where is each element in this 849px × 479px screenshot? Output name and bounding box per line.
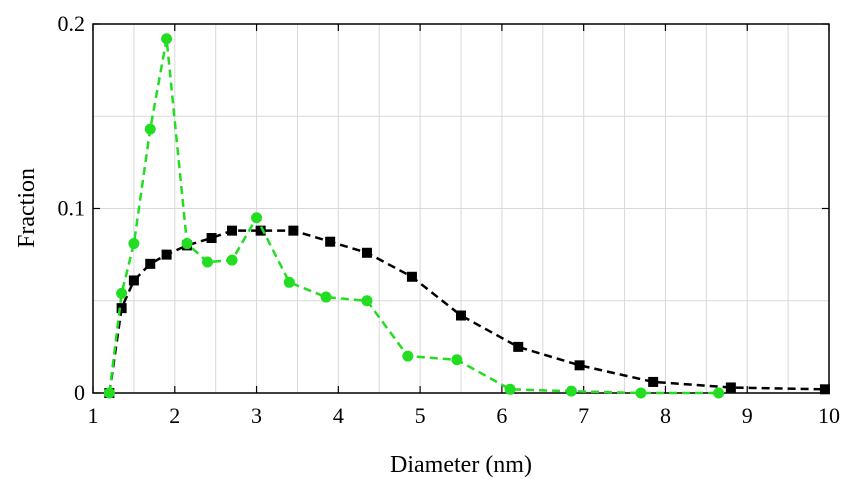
data-point-square [227, 225, 238, 236]
data-point-square [145, 258, 156, 269]
data-point-square [456, 310, 466, 321]
data-point-square [648, 376, 659, 387]
x-tick-label: 5 [415, 403, 426, 428]
data-point-circle [144, 123, 156, 135]
data-point-square [725, 382, 736, 393]
data-point-square [574, 360, 585, 371]
data-point-square [128, 275, 139, 286]
data-point-square [361, 247, 372, 258]
data-point-circle [451, 354, 463, 366]
data-point-circle [283, 276, 295, 288]
x-tick-label: 7 [578, 403, 589, 428]
series-group [103, 33, 830, 399]
x-tick-label: 2 [169, 403, 180, 428]
data-point-square [161, 249, 172, 260]
data-point-square [819, 384, 830, 395]
data-point-circle [713, 387, 725, 399]
x-tick-label: 6 [496, 403, 507, 428]
data-point-circle [161, 33, 173, 45]
data-point-circle [201, 256, 213, 268]
x-axis-label: Diameter (nm) [390, 452, 532, 478]
data-point-circle [128, 238, 140, 250]
gridlines [92, 23, 830, 394]
data-point-circle [504, 383, 516, 395]
y-axis-label: Fraction [14, 168, 40, 248]
y-tick-label: 0 [74, 380, 85, 405]
data-point-circle [226, 254, 238, 266]
x-tick-label: 10 [818, 403, 840, 428]
tick-labels: 1 2 3 4 5 6 7 8 9 10 0 0.1 0.2 [58, 11, 841, 428]
data-point-square [288, 225, 299, 236]
data-point-square [255, 225, 266, 236]
data-point-circle [181, 238, 193, 250]
x-tick-label: 8 [660, 403, 671, 428]
data-point-circle [565, 385, 577, 397]
data-point-circle [320, 291, 332, 303]
data-point-circle [402, 350, 414, 362]
data-point-square [206, 233, 217, 244]
data-point-circle [635, 387, 647, 399]
data-point-square [406, 271, 417, 282]
x-tick-label: 1 [88, 403, 99, 428]
data-point-square [513, 341, 524, 352]
y-tick-label: 0.2 [58, 11, 86, 36]
x-tick-label: 4 [333, 403, 344, 428]
y-tick-label: 0.1 [58, 196, 86, 221]
data-point-circle [361, 295, 373, 307]
data-point-square [116, 303, 127, 314]
x-tick-label: 3 [251, 403, 262, 428]
x-tick-label: 9 [742, 403, 753, 428]
series-line-2 [108, 38, 719, 395]
data-point-circle [251, 212, 263, 224]
data-point-circle [116, 287, 128, 299]
data-point-circle [103, 387, 115, 399]
data-point-square [325, 236, 336, 247]
series-line-1 [108, 229, 825, 394]
